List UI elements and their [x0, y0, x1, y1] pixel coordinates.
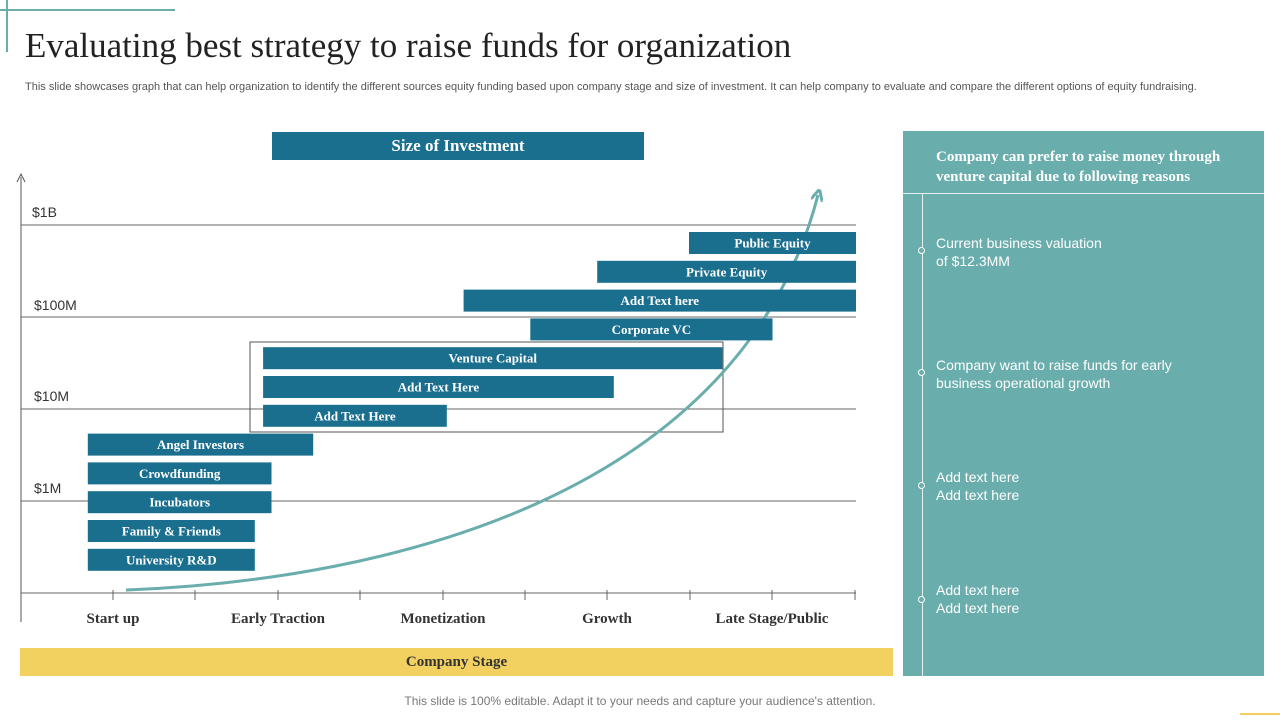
level-label-100m: $100M — [34, 297, 77, 313]
side-panel: Company can prefer to raise money throug… — [903, 131, 1264, 676]
funding-bar — [87, 520, 255, 542]
side-panel-item: Company want to raise funds for early bu… — [936, 357, 1172, 391]
funding-bar — [87, 548, 255, 571]
growth-curve — [125, 195, 818, 592]
funding-bar-label: Angel Investors — [157, 437, 244, 452]
level-label-10m: $10M — [34, 388, 69, 404]
funding-bar-label: Family & Friends — [122, 524, 221, 539]
corner-accent-line-bottom — [1240, 713, 1280, 715]
funding-bar-label: Crowdfunding — [139, 466, 221, 481]
venture-capital-group-box — [249, 341, 724, 433]
funding-bar — [87, 462, 272, 485]
funding-bar — [263, 404, 447, 427]
funding-diagram: $1B $100M $10M $1M Start up Early Tracti… — [16, 172, 856, 627]
page-title: Evaluating best strategy to raise funds … — [25, 26, 792, 65]
footer-note: This slide is 100% editable. Adapt it to… — [404, 694, 876, 708]
side-panel-item: Add text here Add text here — [936, 582, 1020, 616]
funding-bar — [87, 433, 314, 456]
side-panel-heading: Company can prefer to raise money throug… — [936, 149, 1221, 185]
funding-bar-label: Private Equity — [686, 264, 768, 279]
stage-label-start-up: Start up — [87, 611, 140, 627]
side-panel-item: Current business valuation of $12.3MM — [936, 235, 1102, 269]
bullet-dot-icon — [918, 596, 925, 603]
funding-bar-label: Add Text Here — [314, 408, 396, 423]
side-panel-timeline — [922, 194, 923, 676]
funding-bar — [87, 491, 272, 514]
funding-bar — [530, 318, 773, 341]
y-axis-arrow-icon — [16, 172, 26, 183]
funding-bar-label: Venture Capital — [449, 351, 538, 366]
company-stage-bar: Company Stage — [20, 648, 893, 676]
funding-bar-label: Add Text here — [621, 293, 700, 308]
funding-bar-label: Corporate VC — [612, 322, 692, 337]
stage-label-growth: Growth — [582, 611, 632, 627]
corner-accent-line-vertical — [6, 0, 8, 52]
funding-bar-label: University R&D — [126, 552, 217, 567]
bullet-dot-icon — [918, 482, 925, 489]
bullet-dot-icon — [918, 369, 925, 376]
stage-ticks — [112, 590, 856, 600]
side-panel-divider — [903, 193, 1264, 194]
level-label-1m: $1M — [34, 480, 61, 496]
level-label-1b: $1B — [32, 204, 57, 220]
bullet-dot-icon — [918, 247, 925, 254]
size-of-investment-header: Size of Investment — [272, 132, 644, 160]
funding-bar — [263, 347, 723, 370]
stage-label-late-stage: Late Stage/Public — [716, 611, 829, 627]
corner-accent-line — [0, 9, 175, 11]
funding-bar-label: Public Equity — [734, 236, 811, 251]
bars-layer: Public Equity Private Equity Add Text here… — [87, 232, 856, 571]
side-panel-item: Add text here Add text here — [936, 469, 1020, 503]
stage-label-monetization: Monetization — [401, 611, 487, 627]
page-subtitle: This slide showcases graph that can help… — [25, 81, 1197, 93]
funding-bar — [597, 260, 856, 283]
stage-label-early-traction: Early Traction — [231, 611, 326, 627]
funding-bar — [263, 376, 614, 398]
funding-bar — [463, 289, 856, 312]
funding-bar-label: Add Text Here — [398, 380, 480, 395]
funding-bar-label: Incubators — [149, 495, 210, 510]
funding-bar — [689, 232, 856, 254]
